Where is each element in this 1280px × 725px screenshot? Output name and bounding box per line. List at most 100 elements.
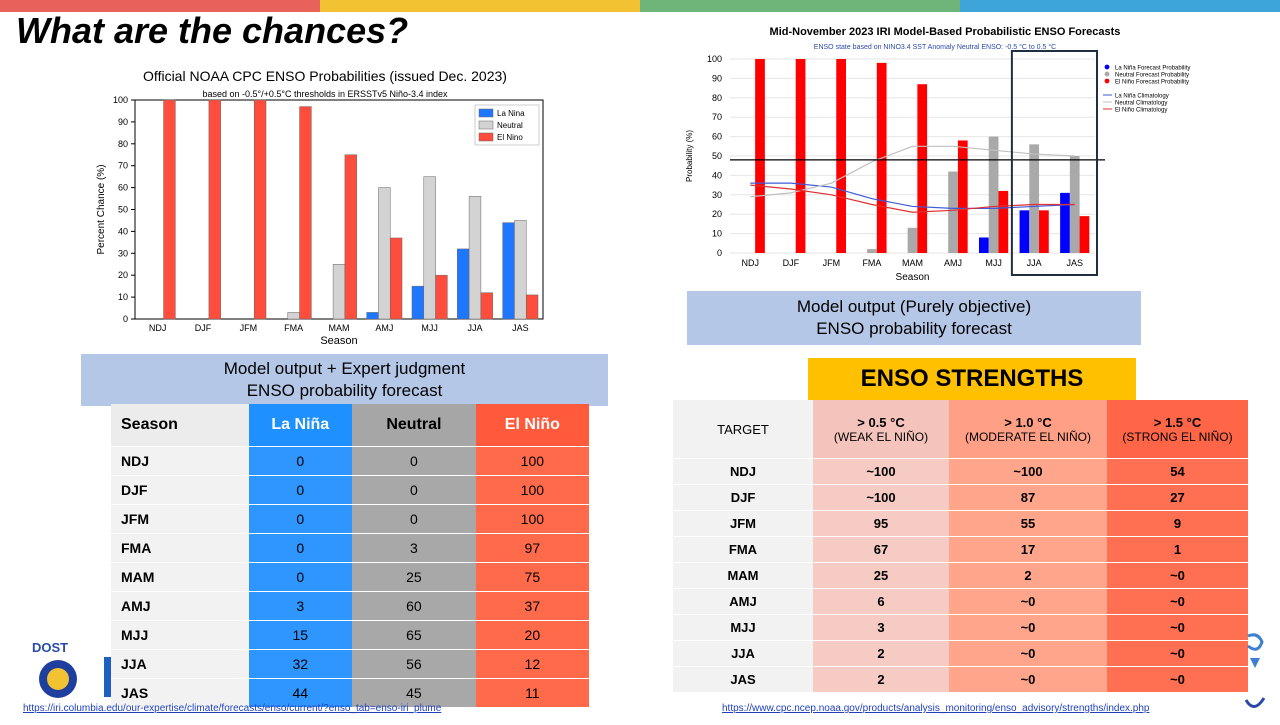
iri-x-tick-label: JFM [823, 258, 841, 268]
strengths-header-cell: > 1.5 °C (STRONG EL NIÑO) [1107, 400, 1248, 459]
probability-cell: 20 [475, 620, 589, 650]
noaa-bar-la-nina [411, 285, 425, 320]
strengths-header-category: (WEAK EL NIÑO) [833, 429, 929, 444]
strength-probability-cell: ~0 [1107, 640, 1248, 667]
noaa-y-axis-label: Percent Chance (%) [96, 164, 107, 254]
probability-cell: 0 [352, 475, 476, 505]
strength-probability-cell: ~0 [1107, 614, 1248, 641]
probability-cell: 0 [248, 504, 353, 534]
noaa-bar-neutral [514, 220, 527, 320]
expert-judgment-caption-line1: Model output + Expert judgment [223, 359, 466, 378]
strengths-table-row: MAM 25 2 ~0 [673, 562, 1248, 589]
strength-probability-cell: ~100 [813, 484, 949, 511]
probability-table-row: JJA 32 56 12 [111, 649, 589, 679]
iri-x-axis-label: Season [896, 272, 930, 283]
iri-y-axis-label: Probability (%) [685, 130, 694, 182]
probability-table: Season La Niña Neutral El Niño NDJ 0 0 100 DJF 0… [111, 404, 589, 708]
noaa-x-tick-label: FMA [284, 323, 303, 333]
probability-cell: 32 [248, 649, 353, 679]
iri-bar-el-nino [998, 190, 1009, 253]
iri-source-link[interactable]: https://iri.columbia.edu/our-expertise/c… [23, 703, 442, 714]
strengths-table-row: JAS 2 ~0 ~0 [673, 666, 1248, 693]
probability-cell: 100 [475, 446, 589, 476]
probability-table-body: NDJ 0 0 100 DJF 0 0 100 JFM 0 0 100 FMA 0 3 97 MAM 0 25 75 A… [111, 446, 589, 708]
iri-legend-label: El Niño Climatology [1115, 108, 1167, 114]
noaa-chart-svg: Official NOAA CPC ENSO Probabilities (is… [96, 68, 544, 347]
strength-probability-cell: ~0 [949, 640, 1107, 667]
iri-highlight-box [1010, 50, 1098, 276]
model-output-caption-line2: ENSO probability forecast [816, 319, 1012, 338]
noaa-bar-el-nino [163, 99, 176, 320]
iri-climatology-line-neutral [750, 145, 1075, 198]
strength-probability-cell: ~0 [1107, 588, 1248, 615]
strength-probability-cell: 55 [949, 510, 1107, 537]
noaa-x-tick-label: JFM [240, 323, 257, 333]
strength-probability-cell: 6 [813, 588, 949, 615]
strengths-table-row: JFM 95 55 9 [673, 510, 1248, 537]
probability-cell: 3 [352, 533, 476, 563]
expert-judgment-caption: Model output + Expert judgment ENSO prob… [81, 354, 608, 406]
noaa-x-axis-label: Season [320, 335, 357, 347]
noaa-y-tick-label: 30 [118, 248, 128, 258]
strengths-header-cell: > 0.5 °C (WEAK EL NIÑO) [813, 400, 949, 459]
iri-chart-svg: Mid-November 2023 IRI Model-Based Probab… [685, 26, 1190, 283]
probability-cell: 65 [352, 620, 476, 650]
probability-table-row: NDJ 0 0 100 [111, 446, 589, 476]
strength-probability-cell: 2 [813, 666, 949, 693]
dost-logo: DOST [16, 640, 111, 700]
noaa-x-tick-label: MJJ [421, 323, 438, 333]
strengths-table-body: NDJ ~100 ~100 54 DJF ~100 87 27 JFM 95 55 9 FMA 67 17 1… [673, 458, 1248, 693]
noaa-bar-neutral [332, 264, 346, 320]
season-cell: DJF [111, 475, 249, 505]
noaa-chart-subtitle: based on -0.5°/+0.5°C thresholds in ERSS… [202, 89, 448, 99]
iri-bar-el-nino [795, 59, 806, 253]
strength-probability-cell: 9 [1107, 510, 1248, 537]
expert-judgment-caption-line2: ENSO probability forecast [246, 381, 443, 400]
cpc-source-link[interactable]: https://www.cpc.ncep.noaa.gov/products/a… [722, 703, 1150, 714]
probability-cell: 12 [475, 649, 589, 679]
strengths-header-threshold: > 0.5 °C [857, 414, 905, 430]
iri-bar-el-nino [1039, 210, 1049, 253]
iri-bar-neutral [907, 227, 918, 253]
noaa-x-tick-label: JAS [512, 323, 529, 333]
iri-bar-el-nino [1079, 216, 1090, 253]
strength-probability-cell: 67 [813, 536, 949, 563]
color-strip-2 [320, 0, 640, 12]
strengths-header-threshold: > 1.0 °C [1004, 414, 1052, 430]
strengths-table: TARGET > 0.5 °C (WEAK EL NIÑO) > 1.0 °C (MOD… [673, 400, 1248, 693]
strength-probability-cell: ~100 [949, 458, 1107, 485]
iri-chart: Mid-November 2023 IRI Model-Based Probab… [680, 22, 1210, 284]
strengths-header-cell: > 1.0 °C (MODERATE EL NIÑO) [949, 400, 1107, 459]
strengths-table-wrap: TARGET > 0.5 °C (WEAK EL NIÑO) > 1.0 °C (MOD… [673, 400, 1248, 693]
probability-cell: 0 [248, 475, 353, 505]
noaa-bar-el-nino [525, 294, 539, 320]
probability-table-row: MJJ 15 65 20 [111, 620, 589, 650]
probability-table-header: Season La Niña Neutral El Niño [111, 404, 589, 447]
target-season-cell: JJA [673, 640, 813, 667]
model-output-caption-line1: Model output (Purely objective) [796, 297, 1032, 316]
iri-bar-la-nina [1019, 210, 1030, 253]
probability-table-header-cell: Neutral [352, 404, 476, 447]
iri-x-tick-label: MAM [902, 258, 923, 268]
probability-cell: 45 [352, 678, 476, 708]
strength-probability-cell: 25 [813, 562, 949, 589]
iri-x-tick-label: MJJ [985, 258, 1002, 268]
strength-probability-cell: 2 [813, 640, 949, 667]
noaa-bar-el-nino [208, 99, 221, 320]
iri-bar-neutral [988, 136, 999, 253]
strength-probability-cell: 87 [949, 484, 1107, 511]
probability-table-header-cell: La Niña [248, 404, 353, 447]
probability-cell: 25 [352, 562, 476, 592]
noaa-bar-la-nina [502, 222, 515, 320]
iri-legend-label: El Niño Forecast Probability [1115, 80, 1189, 86]
strengths-table-row: MJJ 3 ~0 ~0 [673, 614, 1248, 641]
probability-cell: 0 [248, 533, 353, 563]
iri-x-tick-label: FMA [862, 258, 881, 268]
probability-cell: 0 [352, 446, 476, 476]
noaa-bar-neutral [468, 196, 482, 320]
partner-logo-icon [1244, 633, 1266, 708]
iri-y-tick-label: 0 [717, 248, 722, 258]
noaa-y-tick-label: 20 [118, 270, 128, 280]
strengths-table-row: DJF ~100 87 27 [673, 484, 1248, 511]
probability-table-row: MAM 0 25 75 [111, 562, 589, 592]
